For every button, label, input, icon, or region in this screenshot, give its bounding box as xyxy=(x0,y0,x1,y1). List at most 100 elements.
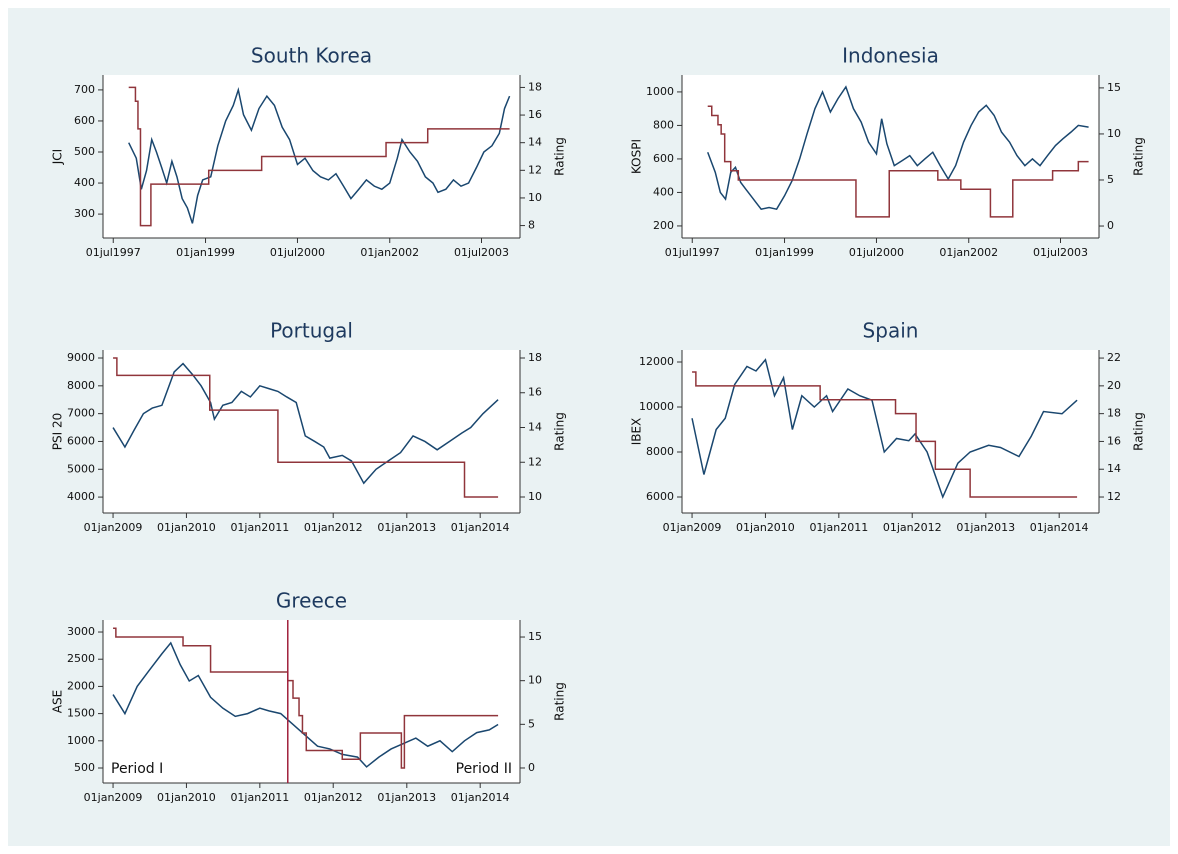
y-tick-label: 4000 xyxy=(67,490,95,503)
y2-tick-label: 15 xyxy=(528,630,542,643)
y-tick-label: 7000 xyxy=(67,407,95,420)
chart-title: Greece xyxy=(276,589,347,613)
x-tick-label: 01jan1999 xyxy=(755,246,814,259)
chart-title: Spain xyxy=(863,319,919,343)
y2-tick-label: 0 xyxy=(1107,219,1114,232)
y-tick-label: 400 xyxy=(653,185,674,198)
x-tick-label: 01jan2009 xyxy=(84,521,143,534)
y2-axis-label: Rating xyxy=(553,682,567,721)
y2-axis-label: Rating xyxy=(553,412,567,451)
y2-tick-label: 5 xyxy=(528,717,535,730)
y-tick-label: 200 xyxy=(653,219,674,232)
y-tick-label: 300 xyxy=(74,207,95,220)
y-tick-label: 400 xyxy=(74,176,95,189)
index-line xyxy=(707,85,1089,211)
y2-tick-label: 0 xyxy=(528,761,535,774)
y-tick-label: 500 xyxy=(74,145,95,158)
y2-tick-label: 12 xyxy=(1107,490,1121,503)
y2-tick-label: 5 xyxy=(1107,173,1114,186)
y-tick-label: 1500 xyxy=(67,707,95,720)
x-tick-label: 01jan2013 xyxy=(956,521,1015,534)
index-line xyxy=(112,362,499,485)
y-tick-label: 9000 xyxy=(67,351,95,364)
y-tick-label: 2000 xyxy=(67,679,95,692)
rating-line xyxy=(128,86,510,227)
y-tick-label: 600 xyxy=(74,114,95,127)
y2-tick-label: 14 xyxy=(528,136,542,149)
plot-area xyxy=(103,350,520,513)
y2-tick-label: 12 xyxy=(528,163,542,176)
x-tick-label: 01jan2009 xyxy=(663,521,722,534)
x-tick-label: 01jul2000 xyxy=(849,246,904,259)
x-tick-label: 01jul1997 xyxy=(86,246,141,259)
chart-title: Indonesia xyxy=(842,44,939,68)
chart-title: South Korea xyxy=(251,44,372,68)
y-tick-label: 500 xyxy=(74,761,95,774)
y2-tick-label: 14 xyxy=(528,421,542,434)
x-tick-label: 01jan1999 xyxy=(176,246,235,259)
x-tick-label: 01jan2011 xyxy=(230,521,289,534)
y-tick-label: 1000 xyxy=(67,734,95,747)
x-tick-label: 01jan2013 xyxy=(377,791,436,804)
x-tick-label: 01jul2003 xyxy=(454,246,509,259)
y-tick-label: 800 xyxy=(653,118,674,131)
annotation: Period II xyxy=(456,761,512,777)
x-tick-label: 01jan2012 xyxy=(883,521,942,534)
x-tick-label: 01jul2003 xyxy=(1033,246,1088,259)
y-tick-label: 10000 xyxy=(639,400,674,413)
y2-tick-label: 15 xyxy=(1107,81,1121,94)
x-tick-label: 01jan2013 xyxy=(377,521,436,534)
y2-tick-label: 10 xyxy=(1107,127,1121,140)
y2-tick-label: 10 xyxy=(528,674,542,687)
y-tick-label: 12000 xyxy=(639,355,674,368)
y-tick-label: 8000 xyxy=(67,379,95,392)
x-tick-label: 01jan2014 xyxy=(451,521,510,534)
rating-line xyxy=(707,105,1089,218)
y-tick-label: 3000 xyxy=(67,625,95,638)
x-tick-label: 01jan2012 xyxy=(304,521,363,534)
y-axis-label: JCI xyxy=(51,149,65,165)
y2-tick-label: 14 xyxy=(1107,462,1121,475)
y2-tick-label: 16 xyxy=(528,108,542,121)
y-tick-label: 1000 xyxy=(646,85,674,98)
index-line xyxy=(691,358,1078,500)
y-axis-label: KOSPI xyxy=(630,139,644,174)
x-tick-label: 01jan2010 xyxy=(157,521,216,534)
index-line xyxy=(112,641,499,768)
y2-axis-label: Rating xyxy=(1132,137,1146,176)
x-tick-label: 01jan2014 xyxy=(1030,521,1089,534)
y-tick-label: 6000 xyxy=(646,490,674,503)
y2-tick-label: 8 xyxy=(528,219,535,232)
x-tick-label: 01jul1997 xyxy=(665,246,720,259)
chart-title: Portugal xyxy=(270,319,353,343)
y-tick-label: 8000 xyxy=(646,445,674,458)
y-tick-label: 600 xyxy=(653,152,674,165)
x-tick-label: 01jan2010 xyxy=(736,521,795,534)
rating-line xyxy=(113,627,499,769)
y2-tick-label: 10 xyxy=(528,191,542,204)
x-tick-label: 01jan2011 xyxy=(230,791,289,804)
x-tick-label: 01jan2002 xyxy=(939,246,998,259)
y2-tick-label: 10 xyxy=(528,490,542,503)
x-tick-label: 01jan2010 xyxy=(157,791,216,804)
y-axis-label: PSI 20 xyxy=(51,413,65,450)
x-tick-label: 01jan2002 xyxy=(360,246,419,259)
x-tick-label: 01jan2011 xyxy=(809,521,868,534)
x-tick-label: 01jan2012 xyxy=(304,791,363,804)
y2-tick-label: 12 xyxy=(528,455,542,468)
rating-line xyxy=(692,371,1078,498)
y2-axis-label: Rating xyxy=(1132,412,1146,451)
y-tick-label: 700 xyxy=(74,83,95,96)
y2-axis-label: Rating xyxy=(553,137,567,176)
plot-area xyxy=(103,620,520,783)
x-tick-label: 01jul2000 xyxy=(270,246,325,259)
x-tick-label: 01jan2014 xyxy=(451,791,510,804)
y-tick-label: 6000 xyxy=(67,434,95,447)
y-tick-label: 2500 xyxy=(67,652,95,665)
y2-tick-label: 16 xyxy=(1107,434,1121,447)
annotation: Period I xyxy=(111,761,163,777)
y2-tick-label: 16 xyxy=(528,386,542,399)
y-tick-label: 5000 xyxy=(67,462,95,475)
